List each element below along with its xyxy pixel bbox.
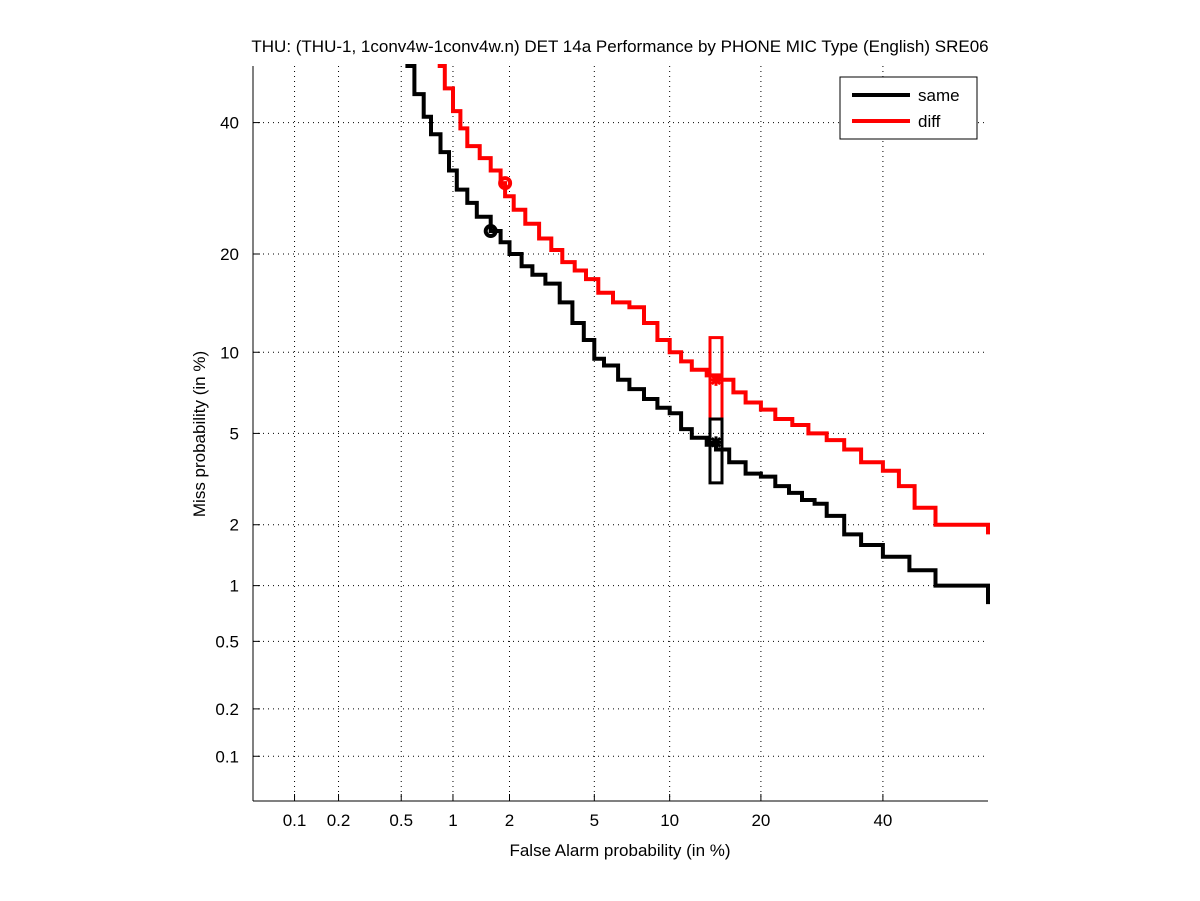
x-axis-label: False Alarm probability (in %) <box>509 841 730 860</box>
legend-box <box>839 76 978 140</box>
grid <box>253 66 988 801</box>
y-tick-label: 10 <box>220 343 239 362</box>
legend-label-diff: diff <box>918 112 941 131</box>
markers-group <box>483 176 724 485</box>
x-tick-label: 2 <box>505 811 514 830</box>
x-tick-label: 0.2 <box>327 811 351 830</box>
series-group <box>405 64 990 605</box>
x-tick-label: 40 <box>873 811 892 830</box>
chart-title: THU: (THU-1, 1conv4w-1conv4w.n) DET 14a … <box>251 37 988 56</box>
y-tick-label: 0.5 <box>215 632 239 651</box>
y-axis-label: Miss probability (in %) <box>190 351 209 517</box>
y-tick-label: 0.2 <box>215 700 239 719</box>
y-tick-label: 40 <box>220 114 239 133</box>
y-tick-label: 2 <box>230 516 239 535</box>
legend-label-same: same <box>918 86 960 105</box>
x-ticks: 0.1 0.2 0.5 1 2 5 10 20 40 <box>283 794 892 830</box>
series-line-same <box>405 64 990 605</box>
mindcf-marker-diff <box>498 176 513 191</box>
actual-dcf-marker-diff <box>710 373 723 386</box>
y-tick-label: 1 <box>230 577 239 596</box>
y-tick-label: 20 <box>220 245 239 264</box>
y-tick-label: 5 <box>230 424 239 443</box>
x-tick-label: 10 <box>660 811 679 830</box>
x-tick-label: 5 <box>590 811 599 830</box>
x-tick-label: 20 <box>751 811 770 830</box>
confidence-box-same <box>708 417 724 485</box>
legend: same diff <box>839 76 978 140</box>
y-ticks: 0.1 0.2 0.5 1 2 5 10 20 40 <box>215 114 260 766</box>
x-tick-label: 0.1 <box>283 811 307 830</box>
actual-dcf-marker-same <box>710 436 723 449</box>
x-tick-label: 1 <box>448 811 457 830</box>
mindcf-marker-same <box>483 224 498 239</box>
x-tick-label: 0.5 <box>389 811 413 830</box>
y-tick-label: 0.1 <box>215 747 239 766</box>
series-line-diff <box>437 64 990 535</box>
